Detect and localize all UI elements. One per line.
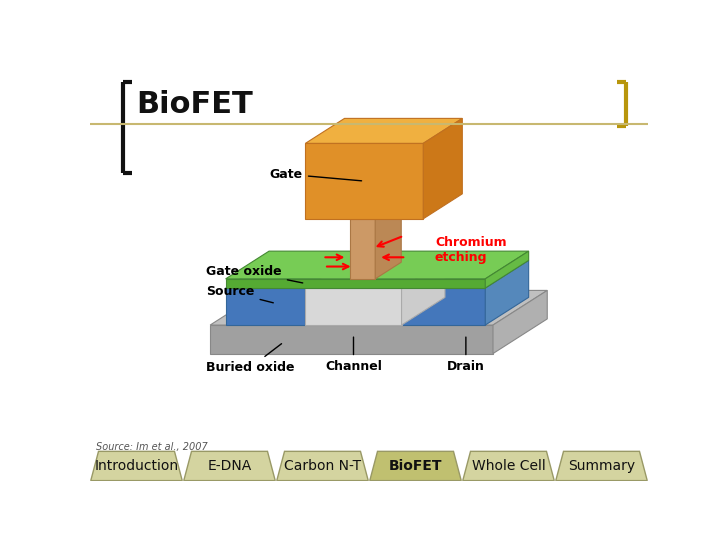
Text: Whole Cell: Whole Cell [472, 459, 545, 473]
Text: Summary: Summary [568, 459, 635, 473]
Polygon shape [225, 288, 305, 325]
Text: Gate oxide: Gate oxide [206, 265, 302, 283]
Polygon shape [375, 202, 401, 279]
Polygon shape [463, 451, 554, 481]
Polygon shape [305, 118, 462, 143]
Text: Channel: Channel [325, 337, 382, 373]
Polygon shape [402, 260, 528, 288]
Polygon shape [305, 260, 349, 325]
Polygon shape [276, 451, 368, 481]
Polygon shape [493, 291, 547, 354]
Text: Drain: Drain [447, 337, 485, 373]
Polygon shape [485, 260, 528, 325]
Text: Buried oxide: Buried oxide [206, 343, 294, 374]
Polygon shape [210, 291, 547, 325]
Text: Carbon N-T: Carbon N-T [284, 459, 361, 473]
Polygon shape [225, 279, 485, 288]
Polygon shape [351, 202, 401, 219]
Text: E-DNA: E-DNA [207, 459, 251, 473]
Text: Source: Source [206, 286, 274, 303]
Polygon shape [305, 288, 402, 325]
Text: Introduction: Introduction [94, 459, 179, 473]
Polygon shape [485, 251, 528, 288]
Polygon shape [305, 143, 423, 219]
Polygon shape [423, 118, 462, 219]
Text: BioFET: BioFET [137, 90, 253, 119]
Polygon shape [225, 251, 528, 279]
Polygon shape [370, 451, 462, 481]
Polygon shape [210, 325, 493, 354]
Text: BioFET: BioFET [389, 459, 442, 473]
Polygon shape [184, 451, 275, 481]
Text: Chromium
etching: Chromium etching [435, 235, 506, 264]
Polygon shape [351, 219, 375, 279]
Polygon shape [225, 260, 349, 288]
Polygon shape [91, 451, 182, 481]
Text: Gate: Gate [270, 167, 361, 181]
Polygon shape [556, 451, 647, 481]
Polygon shape [402, 260, 445, 325]
Polygon shape [402, 288, 485, 325]
Text: Source: Im et al., 2007: Source: Im et al., 2007 [96, 442, 208, 452]
Polygon shape [305, 260, 445, 288]
